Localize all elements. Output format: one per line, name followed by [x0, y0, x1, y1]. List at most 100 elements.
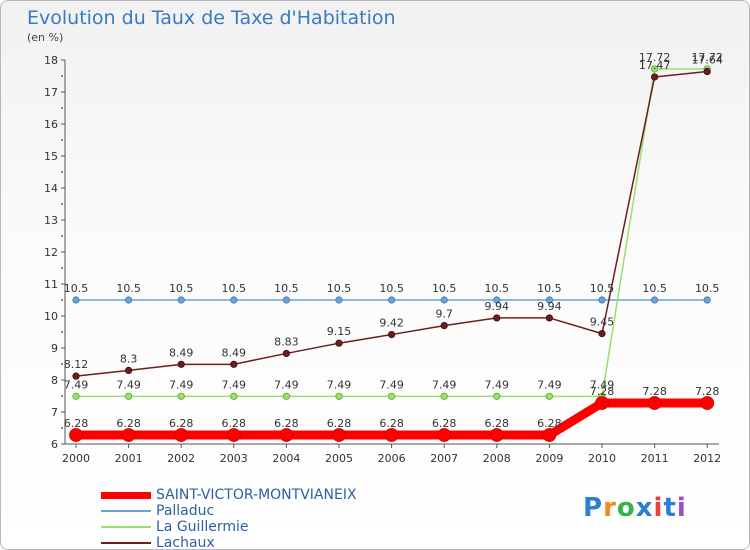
data-label: 9.7: [435, 308, 453, 321]
legend-item: SAINT-VICTOR-MONTVIANEIX: [101, 487, 357, 503]
y-minor-dot: [61, 75, 63, 77]
data-label: 8.3: [120, 352, 138, 365]
x-tick-label: 2003: [220, 452, 248, 465]
data-label: 7.28: [590, 385, 615, 398]
data-label: 7.49: [222, 378, 247, 391]
y-minor-dot: [61, 171, 63, 173]
data-label: 6.28: [432, 417, 457, 430]
data-label: 6.28: [379, 417, 404, 430]
data-point: [125, 392, 133, 400]
data-label: 7.49: [64, 378, 89, 391]
data-point: [279, 428, 294, 442]
data-label: 6.28: [169, 417, 194, 430]
data-point: [282, 296, 290, 304]
data-label: 7.49: [432, 378, 457, 391]
y-minor-dot: [61, 299, 63, 301]
data-label: 10.5: [537, 282, 562, 295]
data-point: [177, 360, 185, 368]
legend-swatch: [101, 542, 151, 544]
data-point: [230, 392, 238, 400]
data-label: 17.64: [691, 54, 723, 67]
logo-letter: i: [653, 493, 664, 523]
y-minor-dot: [61, 203, 63, 205]
data-point: [125, 366, 133, 374]
chart-title: Evolution du Taux de Taxe d'Habitation: [27, 7, 396, 29]
data-point: [226, 428, 241, 442]
data-point: [69, 428, 83, 442]
data-label: 8.83: [274, 335, 299, 348]
data-point: [493, 314, 501, 322]
data-point: [703, 67, 711, 76]
y-tick-label: 13: [44, 214, 58, 227]
data-label: 7.49: [379, 378, 404, 391]
data-point: [489, 428, 504, 442]
data-label: 6.28: [485, 417, 510, 430]
data-label: 9.42: [379, 317, 404, 330]
data-label: 7.28: [695, 385, 720, 398]
data-label: 7.49: [274, 378, 299, 391]
data-label: 10.5: [695, 282, 720, 295]
logo-letter: r: [603, 493, 617, 523]
y-tick-label: 15: [44, 150, 58, 163]
legend-label: La Guillermie: [156, 519, 249, 535]
y-tick-label: 6: [51, 438, 58, 451]
data-point: [542, 428, 557, 442]
data-label: 10.5: [274, 282, 299, 295]
data-label: 8.49: [169, 346, 194, 359]
x-tick-label: 2007: [430, 452, 458, 465]
data-point: [335, 339, 343, 347]
data-label: 10.5: [379, 282, 404, 295]
data-point: [332, 428, 346, 442]
x-tick-label: 2008: [483, 452, 511, 465]
y-tick-label: 9: [51, 342, 58, 355]
data-label: 10.5: [116, 282, 141, 295]
data-point: [437, 428, 452, 442]
data-point: [703, 296, 711, 304]
legend: SAINT-VICTOR-MONTVIANEIX Palladuc La Guill…: [101, 487, 357, 550]
data-point: [121, 428, 136, 442]
legend-label: Lachaux: [156, 535, 215, 550]
y-minor-dot: [61, 267, 63, 269]
data-label: 7.49: [485, 378, 510, 391]
y-tick-label: 11: [44, 278, 58, 291]
x-tick-label: 2006: [378, 452, 406, 465]
y-tick-label: 14: [44, 182, 58, 195]
data-point: [282, 349, 290, 358]
data-point: [177, 296, 185, 304]
y-minor-dot: [61, 331, 63, 333]
data-label: 8.49: [222, 346, 247, 359]
data-point: [335, 296, 343, 304]
y-minor-dot: [61, 427, 63, 429]
data-label: 9.94: [537, 300, 562, 313]
y-tick-label: 16: [44, 118, 58, 131]
y-minor-dot: [61, 363, 63, 365]
x-tick-label: 2011: [641, 452, 669, 465]
data-label: 6.28: [274, 417, 299, 430]
data-point: [335, 392, 343, 400]
legend-swatch: [101, 510, 151, 512]
data-point: [387, 392, 396, 400]
data-point: [647, 396, 662, 410]
data-point: [174, 428, 189, 442]
x-tick-label: 2001: [115, 452, 143, 465]
data-label: 17.72: [639, 51, 671, 64]
legend-item: Lachaux: [101, 535, 357, 550]
x-tick-label: 2009: [535, 452, 563, 465]
data-label: 10.5: [169, 282, 194, 295]
data-label: 7.49: [590, 378, 615, 391]
logo-letter: i: [676, 493, 687, 523]
data-label: 7.28: [642, 385, 667, 398]
y-minor-dot: [61, 395, 63, 397]
x-tick-label: 2004: [272, 452, 300, 465]
data-point: [177, 392, 185, 400]
data-label: 8.12: [64, 358, 89, 371]
data-point: [595, 396, 609, 410]
y-tick-label: 12: [44, 246, 58, 259]
legend-label: SAINT-VICTOR-MONTVIANEIX: [156, 487, 357, 503]
data-label: 9.94: [485, 300, 510, 313]
data-label: 17.72: [691, 51, 723, 64]
data-point: [650, 65, 659, 73]
y-tick-label: 10: [44, 310, 58, 323]
data-label: 10.5: [64, 282, 89, 295]
data-point: [700, 396, 715, 410]
